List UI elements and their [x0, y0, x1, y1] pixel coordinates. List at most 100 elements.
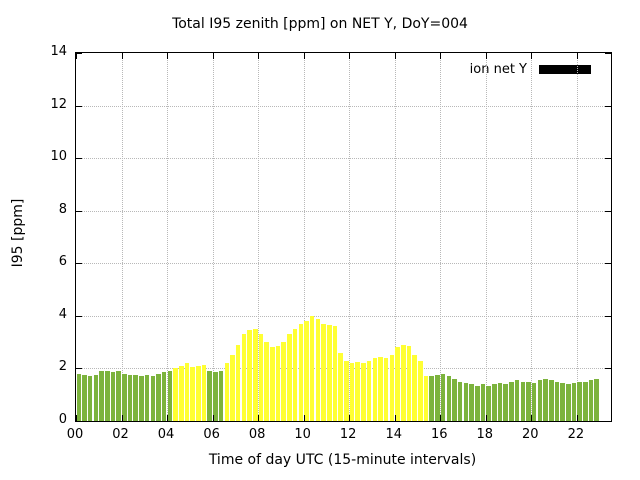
bar — [577, 381, 582, 421]
y-tick-label: 14 — [50, 44, 67, 59]
x-tick-label: 08 — [248, 427, 266, 442]
bar — [281, 342, 286, 421]
bar — [87, 376, 93, 421]
bar — [583, 381, 588, 421]
bar — [173, 368, 178, 421]
bar — [247, 330, 252, 421]
bar — [190, 367, 195, 421]
bar — [531, 382, 537, 421]
bar — [218, 371, 224, 421]
x-tick-label: 06 — [203, 427, 220, 442]
x-tick-mark — [303, 53, 305, 59]
bar — [253, 329, 258, 421]
x-tick-label: 04 — [157, 427, 175, 442]
x-tick-mark — [531, 415, 533, 421]
y-tick-mark — [76, 105, 82, 107]
bar — [457, 381, 463, 421]
y-tick-label: 12 — [50, 96, 67, 112]
y-tick-mark — [76, 210, 82, 212]
gridline-vertical — [531, 53, 533, 421]
y-tick-label: 10 — [50, 149, 67, 165]
gridline-vertical — [258, 53, 260, 421]
y-tick-mark — [76, 263, 82, 265]
gridline-vertical — [394, 53, 396, 421]
bar — [304, 321, 309, 421]
bar — [446, 376, 452, 421]
gridline-vertical — [576, 53, 578, 421]
y-tick-label: 4 — [58, 306, 67, 322]
x-tick-mark — [485, 415, 487, 421]
x-tick-mark — [167, 415, 169, 421]
bar — [110, 372, 116, 421]
bar — [241, 334, 247, 421]
bar — [474, 385, 480, 421]
bar — [355, 361, 360, 421]
x-tick-mark — [258, 415, 260, 421]
bar — [486, 385, 491, 421]
x-tick-mark — [349, 53, 351, 59]
x-tick-mark — [76, 53, 77, 59]
bar — [309, 315, 315, 421]
bar — [275, 346, 281, 421]
y-tick-label: 0 — [58, 412, 67, 427]
x-tick-mark — [167, 53, 169, 59]
x-tick-label: 20 — [522, 427, 539, 442]
bar — [150, 376, 156, 421]
bar — [383, 357, 389, 421]
bar — [537, 380, 543, 421]
gridline-horizontal — [76, 105, 611, 107]
bar — [344, 360, 349, 421]
gridline-vertical — [485, 53, 487, 421]
y-tick-label: 8 — [58, 201, 67, 217]
bar — [514, 380, 520, 421]
gridline-vertical — [303, 53, 305, 421]
x-tick-mark — [303, 415, 305, 421]
x-tick-label: 00 — [66, 427, 84, 442]
x-tick-label: 16 — [430, 427, 448, 442]
y-tick-mark — [76, 421, 82, 422]
bar — [326, 325, 332, 421]
x-tick-mark — [76, 415, 77, 421]
bar — [372, 357, 378, 421]
bar — [224, 363, 230, 421]
bar — [315, 318, 321, 421]
bar — [292, 329, 298, 421]
bar — [452, 378, 457, 421]
x-tick-label: 02 — [112, 427, 129, 442]
bar — [492, 384, 497, 421]
x-tick-mark — [576, 415, 578, 421]
gridline-horizontal — [76, 315, 611, 317]
bar — [520, 381, 526, 421]
bar — [264, 342, 269, 421]
bar — [270, 347, 275, 421]
y-tick-mark — [605, 53, 611, 54]
x-tick-mark — [258, 53, 260, 59]
chart-title: Total I95 zenith [ppm] on NET Y, DoY=004 — [172, 16, 468, 32]
bar — [366, 360, 372, 421]
bar — [213, 372, 218, 421]
gridline-vertical — [121, 53, 123, 421]
plot-area: ion net Y — [75, 52, 612, 422]
bar — [179, 365, 184, 421]
bar — [395, 347, 400, 421]
bar — [554, 381, 560, 421]
bar — [338, 352, 343, 421]
x-tick-mark — [394, 415, 396, 421]
bar — [480, 384, 486, 421]
legend-swatch — [539, 65, 591, 74]
legend-label: ion net Y — [469, 62, 527, 77]
gridline-horizontal — [76, 263, 611, 265]
x-tick-mark — [576, 53, 578, 59]
bar — [543, 378, 548, 421]
x-tick-mark — [212, 53, 214, 59]
y-tick-mark — [605, 368, 611, 370]
bar — [412, 355, 417, 421]
gridline-horizontal — [76, 368, 611, 370]
bar — [76, 373, 82, 421]
bar — [133, 375, 139, 421]
bar — [497, 382, 503, 421]
y-tick-mark — [76, 368, 82, 370]
bar — [594, 378, 600, 421]
bar — [566, 384, 571, 421]
bar — [429, 376, 434, 421]
